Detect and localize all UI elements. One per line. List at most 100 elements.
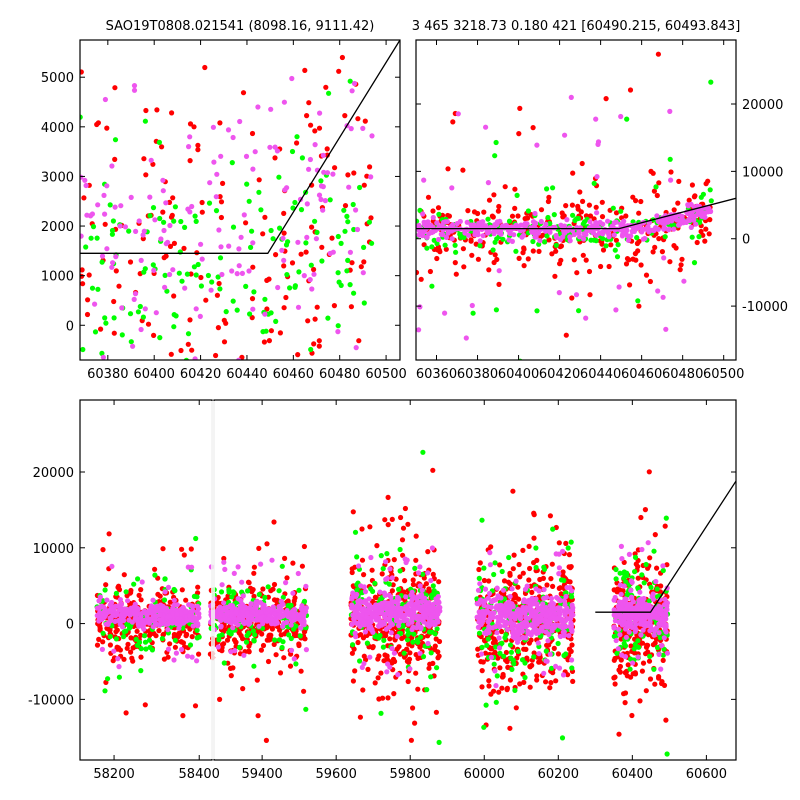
bottom-data-point (419, 599, 425, 605)
top-left-data-point (110, 218, 116, 224)
bottom-data-point (395, 672, 401, 678)
top-right-y-tick-label: 10000 (742, 165, 783, 180)
bottom-data-point (486, 629, 492, 636)
top-left-data-point (305, 318, 311, 324)
bottom-data-point (400, 525, 407, 531)
bottom-data-point (406, 656, 413, 662)
top-left-data-point (191, 264, 197, 270)
top-left-data-point (99, 259, 105, 265)
bottom-data-point (535, 640, 541, 646)
bottom-data-point (491, 661, 497, 667)
top-left-data-point (326, 90, 332, 96)
bottom-data-point (274, 599, 280, 605)
bottom-data-point (632, 671, 639, 677)
top-left-data-point (187, 317, 193, 323)
bottom-data-point (427, 661, 433, 667)
top-left-data-point (251, 289, 257, 295)
top-left-data-point (295, 304, 302, 310)
bottom-data-point (221, 559, 227, 565)
top-left-data-point (318, 196, 324, 203)
bottom-data-point (560, 672, 567, 678)
top-left-data-point (152, 217, 158, 223)
bottom-data-point (533, 630, 540, 637)
bottom-data-point (389, 645, 395, 652)
bottom-data-point (497, 562, 503, 568)
bottom-data-point (503, 619, 510, 625)
bottom-data-point (558, 591, 564, 597)
top-right-data-point (521, 232, 527, 238)
top-right-data-point (602, 226, 608, 233)
top-right-data-point (445, 166, 451, 172)
top-right-data-point (600, 247, 607, 253)
bottom-data-point (408, 737, 414, 743)
bottom-data-point (547, 685, 553, 691)
top-right-data-point (443, 234, 450, 240)
top-right-data-point (667, 108, 673, 114)
bottom-data-point (240, 686, 246, 692)
top-right-data-point (532, 210, 538, 217)
bottom-data-point (639, 668, 646, 674)
bottom-data-point (428, 614, 434, 621)
top-left-data-point (171, 218, 177, 224)
top-left-data-point (217, 120, 223, 126)
bottom-data-point (376, 696, 382, 702)
bottom-data-point (266, 606, 272, 612)
bottom-data-point (622, 690, 629, 696)
bottom-data-point (563, 593, 569, 600)
bottom-data-point (544, 582, 550, 588)
bottom-data-point (554, 594, 560, 601)
top-left-data-point (147, 213, 153, 219)
top-right-data-point (549, 251, 555, 257)
bottom-data-point (302, 607, 308, 613)
bottom-data-point (391, 557, 397, 563)
top-left-data-point (316, 192, 323, 198)
bottom-data-point (115, 656, 121, 662)
top-right-x-tick-label: 60420 (539, 367, 580, 382)
bottom-data-point (271, 581, 278, 588)
bottom-data-point (407, 650, 413, 656)
top-right-data-point (449, 236, 455, 242)
top-left-data-point (347, 78, 353, 84)
top-left-data-point (223, 320, 229, 326)
bottom-data-point (299, 563, 305, 569)
top-right-data-point (620, 231, 626, 237)
top-left-data-point (347, 249, 353, 255)
bottom-data-point (506, 554, 512, 561)
bottom-data-point (265, 584, 271, 590)
bottom-data-point (272, 637, 278, 643)
top-left-data-point (264, 306, 270, 312)
bottom-data-point (135, 576, 141, 582)
top-left-data-point (369, 240, 375, 246)
bottom-data-point (545, 638, 551, 644)
top-left-data-point (192, 356, 198, 360)
bottom-data-point (424, 600, 430, 606)
top-right-data-point (647, 278, 654, 285)
top-left-data-point (218, 244, 224, 250)
top-left-data-point (157, 215, 163, 222)
top-right-data-point (613, 210, 620, 216)
bottom-data-point (551, 645, 557, 652)
top-left-data-point (266, 338, 272, 344)
bottom-data-point (389, 605, 396, 611)
bottom-data-point (436, 739, 442, 746)
top-right-data-point (511, 232, 517, 238)
top-left-data-point (312, 142, 318, 148)
top-left-data-point (154, 107, 160, 113)
top-right-data-point (600, 235, 606, 242)
top-left-data-point (256, 177, 262, 183)
bottom-data-point (283, 580, 289, 586)
bottom-data-point (349, 602, 355, 608)
bottom-data-point (264, 541, 270, 547)
bottom-data-point (378, 622, 385, 628)
top-left-data-point (171, 293, 177, 299)
bottom-data-point (519, 657, 526, 663)
bottom-data-point (280, 601, 286, 608)
bottom-data-point (547, 513, 554, 519)
bottom-data-point (369, 567, 375, 573)
panel-top-left: SAO19T0808.021541 (8098.16, 9111.42) 603… (41, 19, 407, 382)
top-left-data-point (171, 240, 177, 246)
bottom-data-point (547, 651, 553, 657)
top-left-data-point (119, 332, 125, 338)
top-left-data-point (275, 284, 281, 291)
bottom-data-point (488, 654, 494, 660)
